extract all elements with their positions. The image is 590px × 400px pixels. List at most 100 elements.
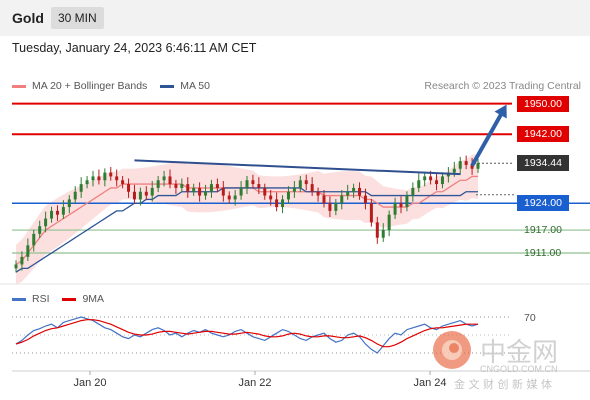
price-tag-1924.00: 1924.00	[517, 195, 569, 212]
candle-body	[221, 187, 225, 196]
candle-body	[198, 187, 202, 196]
candle-body	[304, 180, 308, 185]
candle-body	[429, 176, 433, 181]
candle-body	[180, 184, 184, 188]
candle-body	[38, 226, 42, 234]
candle-body	[14, 264, 18, 269]
main-legend: MA 20 + Bollinger Bands MA 50	[12, 80, 210, 92]
rsi-swatch	[12, 297, 26, 301]
candle-body	[281, 199, 285, 208]
candle-body	[405, 195, 409, 208]
candle-body	[470, 164, 474, 169]
candle-body	[204, 191, 208, 196]
candle-body	[138, 191, 142, 200]
watermark-slogan: 金 文 财 创 新 媒 体	[454, 378, 552, 391]
watermark-logo-icon	[433, 331, 471, 369]
candle-body	[411, 187, 415, 196]
legend-item-9ma: 9MA	[62, 293, 104, 305]
legend-item-ma20: MA 20 + Bollinger Bands	[12, 80, 147, 92]
candle-body	[61, 207, 65, 215]
candle-body	[55, 210, 59, 215]
price-tag-1950.00: 1950.00	[517, 95, 569, 112]
candle-body	[257, 184, 261, 188]
rsi-legend: RSI 9MA	[12, 293, 104, 305]
candle-body	[215, 184, 219, 188]
candle-body	[263, 187, 267, 196]
candle-body	[20, 256, 24, 265]
candle-body	[322, 195, 326, 204]
x-tick-label: Jan 24	[413, 377, 446, 389]
candle-body	[174, 184, 178, 188]
candle-body	[417, 180, 421, 188]
candle-body	[275, 199, 279, 208]
candle-body	[97, 176, 101, 181]
candle-body	[73, 191, 77, 200]
9ma-swatch	[62, 297, 77, 301]
candle-body	[150, 187, 154, 196]
candle-body	[452, 168, 456, 173]
candle-body	[44, 218, 48, 227]
bollinger-band	[16, 153, 478, 285]
watermark-cn: 中金网	[480, 338, 559, 368]
rsi-level-label: 70	[524, 312, 536, 324]
candle-body	[245, 180, 249, 188]
candle-body	[328, 203, 332, 211]
candle-body	[375, 222, 379, 238]
candle-body	[334, 203, 338, 211]
ma20-swatch	[12, 84, 26, 88]
candle-body	[127, 184, 131, 192]
candle-body	[352, 187, 356, 192]
forecast-arrow-head	[494, 104, 507, 119]
candle-body	[50, 210, 54, 219]
candle-body	[132, 191, 136, 200]
timeframe-button[interactable]: 30 MIN	[51, 7, 104, 29]
candle-body	[292, 187, 296, 192]
legend-item-ma50: MA 50	[160, 80, 210, 92]
candle-body	[103, 172, 107, 181]
research-credit: Research © 2023 Trading Central	[424, 80, 581, 92]
legend-label-9ma: 9MA	[82, 293, 105, 305]
forecast-arrow-shaft	[470, 108, 506, 167]
candle-body	[85, 180, 89, 185]
candle-body	[464, 161, 468, 165]
watermark: 中金网 CNGOLD.COM.CN 金 文 财 创 新 媒 体	[432, 330, 582, 391]
trendline	[134, 159, 461, 176]
candle-body	[269, 195, 273, 200]
candle-body	[239, 187, 243, 196]
candle-body	[458, 161, 462, 169]
candle-body	[192, 187, 196, 192]
legend-item-rsi: RSI	[12, 293, 50, 305]
candle-body	[67, 199, 71, 208]
candle-body	[168, 176, 172, 185]
legend-label-ma50: MA 50	[180, 80, 210, 92]
legend-label-rsi: RSI	[32, 293, 50, 305]
rsi-series-rsi	[15, 316, 479, 354]
candle-body	[399, 203, 403, 208]
candle-body	[91, 176, 95, 181]
x-tick-label: Jan 22	[238, 377, 271, 389]
x-tick-label: Jan 20	[73, 377, 106, 389]
ma50-swatch	[160, 84, 175, 88]
candle-body	[346, 191, 350, 196]
candle-body	[423, 176, 427, 181]
candle-body	[227, 195, 231, 200]
header-bar: Gold 30 MIN	[0, 0, 590, 36]
candle-body	[209, 184, 213, 192]
timestamp: Tuesday, January 24, 2023 6:46:11 AM CET	[12, 41, 257, 55]
candle-body	[162, 176, 166, 181]
candle-body	[387, 214, 391, 231]
candle-body	[121, 180, 125, 185]
candle-body	[340, 195, 344, 204]
candle-body	[440, 176, 444, 185]
candle-body	[144, 191, 148, 196]
candle-body	[186, 184, 190, 192]
candle-body	[26, 245, 30, 257]
candle-body	[369, 203, 373, 223]
legend-label-ma20: MA 20 + Bollinger Bands	[32, 80, 148, 92]
candle-body	[381, 230, 385, 238]
candle-body	[32, 233, 36, 246]
candle-body	[233, 195, 237, 200]
watermark-domain: CNGOLD.COM.CN	[480, 364, 558, 374]
price-tag-1934.44: 1934.44	[517, 155, 569, 172]
